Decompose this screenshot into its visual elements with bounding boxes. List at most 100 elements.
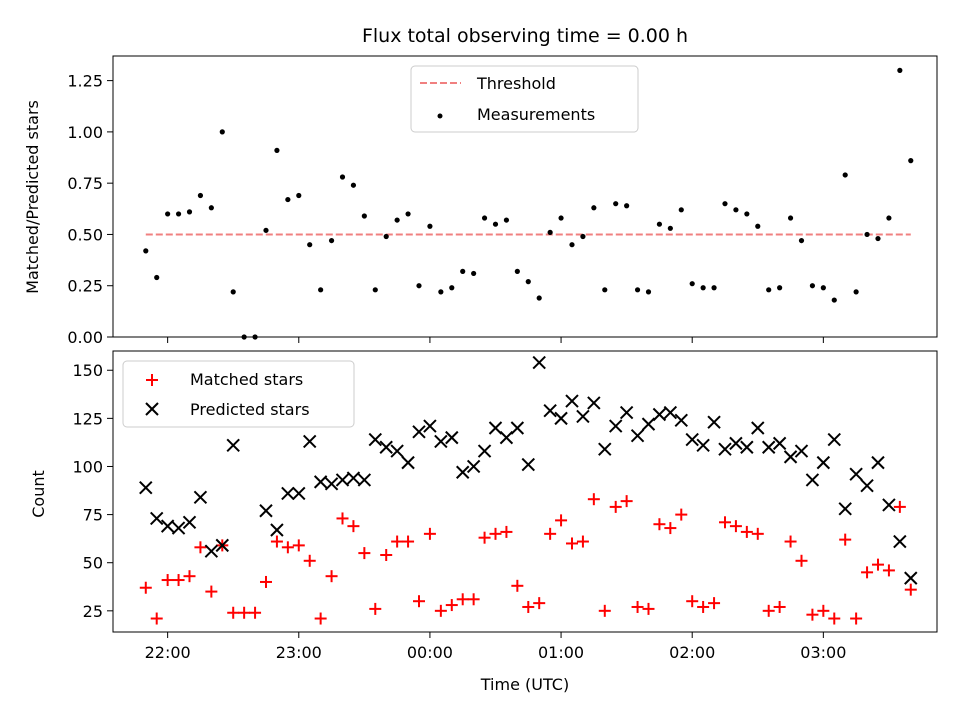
matched-stars-point xyxy=(456,593,469,606)
x-tick-label: 00:00 xyxy=(407,643,453,662)
measurement-point xyxy=(667,225,673,231)
matched-stars-point xyxy=(489,527,502,540)
matched-stars-point xyxy=(718,516,731,529)
matched-stars-point xyxy=(609,500,622,513)
matched-stars-point xyxy=(795,554,808,567)
y-tick-label: 0.50 xyxy=(67,225,103,244)
measurement-point xyxy=(569,242,575,248)
predicted-stars-point xyxy=(368,432,382,447)
matched-stars-point xyxy=(762,604,775,617)
measurement-point xyxy=(230,289,236,295)
measurement-point xyxy=(613,201,619,207)
matched-stars-point xyxy=(423,527,436,540)
predicted-stars-point xyxy=(827,432,841,447)
matched-stars-point xyxy=(249,606,262,619)
predicted-stars-point xyxy=(466,459,481,474)
matched-stars-point xyxy=(598,604,611,617)
matched-stars-point xyxy=(402,535,415,548)
y-tick-label: 1.25 xyxy=(67,72,103,91)
predicted-stars-point xyxy=(346,471,361,485)
matched-stars-point xyxy=(642,602,655,615)
count-legend: Matched stars Predicted stars xyxy=(122,360,355,428)
count-y-axis-label: Count xyxy=(29,470,48,518)
matched-stars-point xyxy=(664,522,677,535)
measurement-point xyxy=(481,215,488,221)
matched-stars-point xyxy=(576,535,589,548)
predicted-stars-point xyxy=(652,407,667,422)
matched-stars-point xyxy=(729,520,742,533)
matched-stars-point xyxy=(161,574,174,587)
predicted-stars-point xyxy=(860,479,874,493)
measurement-point xyxy=(514,268,520,274)
matched-stars-point xyxy=(183,570,196,583)
measurement-point xyxy=(787,215,794,221)
predicted-stars-point xyxy=(674,413,688,427)
ratio-x-ticks xyxy=(167,337,824,343)
y-tick-label: 0.00 xyxy=(67,328,103,347)
y-tick-label: 75 xyxy=(83,506,103,525)
predicted-stars-point xyxy=(576,409,590,424)
measurement-point xyxy=(263,227,269,233)
matched-stars-point xyxy=(500,525,513,538)
measurement-point xyxy=(296,192,302,199)
matched-stars-point xyxy=(292,539,305,552)
y-tick-label: 0.25 xyxy=(67,277,103,296)
measurement-point xyxy=(143,248,149,254)
predicted-stars-point xyxy=(794,444,809,458)
matched-stars-point xyxy=(893,500,906,513)
predicted-stars-point xyxy=(685,432,699,447)
measurement-point xyxy=(318,287,324,293)
predicted-stars-point xyxy=(696,438,710,453)
measurement-point xyxy=(449,285,455,291)
matched-stars-point xyxy=(347,520,360,533)
chart-title: Flux total observing time = 0.00 h xyxy=(362,25,688,47)
matched-stars-point xyxy=(467,593,480,606)
matched-stars-point xyxy=(227,606,240,619)
legend-threshold-label: Threshold xyxy=(476,74,556,93)
matched-stars-point xyxy=(871,558,884,571)
measurement-point xyxy=(427,223,433,229)
matched-stars-point xyxy=(522,600,535,613)
ratio-legend-box xyxy=(410,65,639,133)
predicted-stars-point xyxy=(554,411,568,426)
predicted-stars-point xyxy=(521,457,535,472)
matched-stars-point xyxy=(380,549,393,562)
measurement-point xyxy=(219,129,225,135)
measurement-point xyxy=(908,158,914,164)
measurement-point xyxy=(492,221,499,227)
matched-stars-point xyxy=(369,602,382,615)
ratio-plot-marks xyxy=(143,67,914,340)
measurement-point xyxy=(438,289,444,295)
measurement-point xyxy=(197,192,204,199)
x-tick-label: 02:00 xyxy=(669,643,715,662)
measurement-point xyxy=(383,233,389,240)
predicted-stars-point xyxy=(412,425,426,439)
predicted-stars-point xyxy=(390,444,404,458)
matched-stars-point xyxy=(708,597,721,610)
matched-stars-point xyxy=(631,600,644,613)
legend-matched-label: Matched stars xyxy=(190,370,303,389)
measurement-point xyxy=(460,268,466,274)
measurement-point xyxy=(755,223,761,229)
predicted-stars-point xyxy=(226,438,240,453)
predicted-stars-point xyxy=(401,455,415,470)
predicted-stars-point xyxy=(772,436,787,451)
ratio-y-ticks: 0.00 0.25 0.50 0.75 1.00 1.25 xyxy=(67,72,113,347)
measurement-point xyxy=(165,211,171,217)
matched-stars-point xyxy=(325,570,338,583)
measurement-point xyxy=(580,233,586,240)
matched-stars-point xyxy=(653,518,666,531)
matched-stars-point xyxy=(391,535,404,548)
predicted-stars-point xyxy=(150,511,164,526)
predicted-stars-point xyxy=(608,419,623,433)
matched-stars-point xyxy=(882,564,895,577)
predicted-stars-point xyxy=(838,502,852,516)
count-plot-marks xyxy=(139,355,918,625)
predicted-stars-point xyxy=(630,428,645,443)
predicted-stars-point xyxy=(598,442,612,456)
matched-stars-point xyxy=(784,535,797,548)
matched-stars-point xyxy=(533,597,546,610)
predicted-stars-point xyxy=(587,396,601,410)
matched-stars-point xyxy=(675,508,688,521)
